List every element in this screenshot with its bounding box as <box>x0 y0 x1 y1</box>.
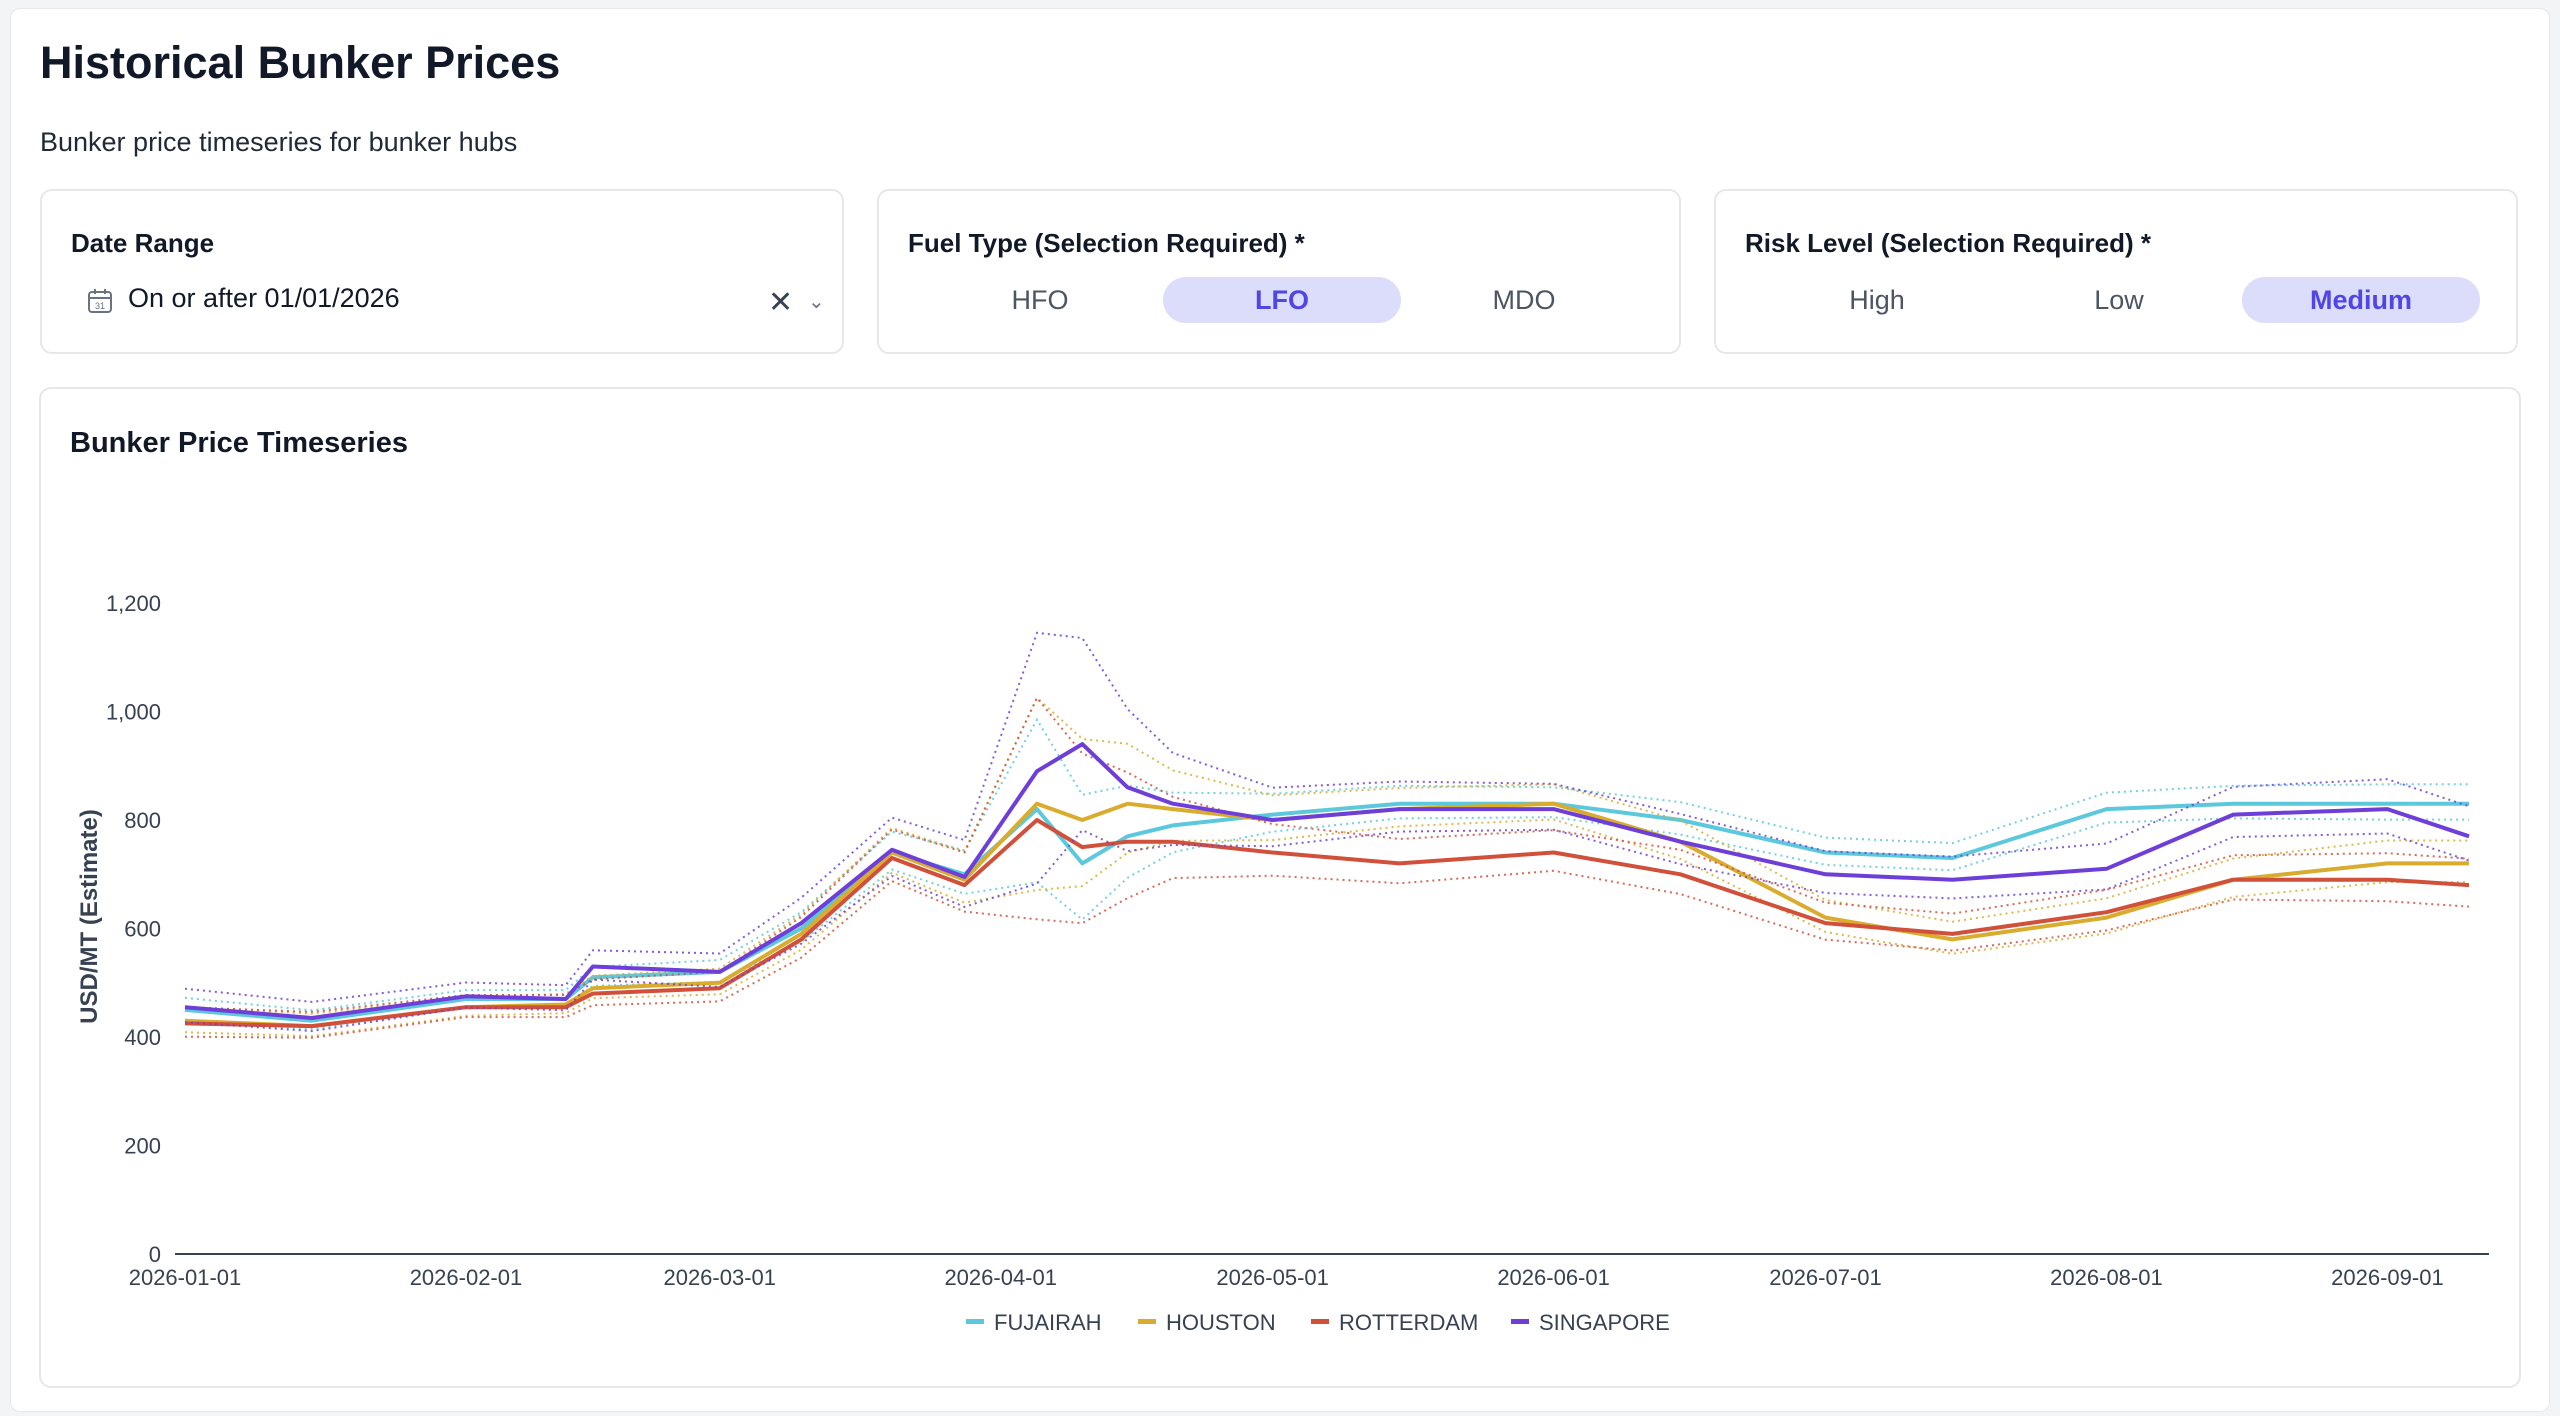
date-range-card: Date Range 31 On or after 01/01/2026 ✕ ⌄ <box>40 189 844 354</box>
series-upper-band-singapore <box>184 631 2470 1003</box>
svg-text:31: 31 <box>95 301 105 311</box>
y-tick-label: 400 <box>124 1025 161 1050</box>
series-lower-band-houston <box>184 818 2469 1038</box>
legend-label-singapore: SINGAPORE <box>1539 1310 1670 1335</box>
page-subtitle: Bunker price timeseries for bunker hubs <box>40 127 518 157</box>
series-line-singapore <box>184 742 2470 1020</box>
x-tick-label: 2026-02-01 <box>410 1265 523 1290</box>
chart-title: Bunker Price Timeseries <box>70 427 408 459</box>
chevron-down-icon[interactable]: ⌄ <box>808 291 825 313</box>
fuel-type-label: Fuel Type (Selection Required) * <box>908 228 1305 258</box>
risk-option-medium[interactable]: Medium <box>2242 277 2480 323</box>
y-tick-label: 1,000 <box>106 700 161 725</box>
x-tick-label: 2026-03-01 <box>663 1265 776 1290</box>
y-tick-label: 600 <box>124 917 161 942</box>
series-lower-band-fujairah <box>184 816 2469 1031</box>
x-tick-label: 2026-04-01 <box>944 1265 1057 1290</box>
fuel-option-mdo[interactable]: MDO <box>1492 285 1556 315</box>
risk-option-high[interactable]: High <box>1849 285 1905 315</box>
page-container: Historical Bunker Prices Bunker price ti… <box>10 8 2550 1412</box>
x-tick-label: 2026-09-01 <box>2331 1265 2444 1290</box>
risk-option-low[interactable]: Low <box>2094 285 2144 315</box>
x-tick-label: 2026-08-01 <box>2050 1265 2163 1290</box>
y-tick-label: 0 <box>149 1242 161 1267</box>
close-icon[interactable]: ✕ <box>768 286 794 319</box>
date-range-value[interactable]: On or after 01/01/2026 <box>128 283 400 313</box>
legend-swatch-houston <box>1138 1319 1156 1324</box>
series-lower-band-rotterdam <box>184 869 2470 1039</box>
calendar-icon: 31 <box>88 289 112 313</box>
series-line-houston <box>184 801 2469 1029</box>
y-tick-label: 200 <box>124 1134 161 1159</box>
legend-label-fujairah: FUJAIRAH <box>994 1310 1102 1335</box>
legend-swatch-fujairah <box>966 1319 984 1324</box>
date-range-label: Date Range <box>71 228 215 258</box>
page-title: Historical Bunker Prices <box>40 37 561 88</box>
legend-swatch-singapore <box>1511 1319 1529 1324</box>
x-tick-label: 2026-07-01 <box>1769 1265 1882 1290</box>
series-upper-band-rotterdam <box>184 696 2470 1013</box>
chart-card: Bunker Price Timeseries 0 200 400 600 800 1,0… <box>39 387 2521 1388</box>
date-range-picker[interactable]: 31 On or after 01/01/2026 ✕ ⌄ <box>86 281 825 325</box>
y-axis-title: USD/MT (Estimate) <box>76 809 103 1024</box>
legend-label-houston: HOUSTON <box>1166 1310 1276 1335</box>
fuel-option-lfo[interactable]: LFO <box>1163 277 1401 323</box>
series-upper-band-houston <box>184 696 2469 1015</box>
x-tick-label: 2026-01-01 <box>129 1265 242 1290</box>
y-tick-label: 800 <box>124 808 161 833</box>
fuel-type-card: Fuel Type (Selection Required) * HFO LFO… <box>877 189 1681 354</box>
series-upper-band-fujairah <box>184 717 2469 1012</box>
bunker-price-chart: 0 200 400 600 800 1,000 1,200 2026-01-01 2026-02… <box>76 591 2489 1335</box>
risk-level-card: Risk Level (Selection Required) * High L… <box>1714 189 2518 354</box>
x-tick-label: 2026-06-01 <box>1497 1265 1610 1290</box>
fuel-option-hfo[interactable]: HFO <box>1011 285 1069 315</box>
legend-label-rotterdam: ROTTERDAM <box>1339 1310 1478 1335</box>
x-tick-label: 2026-05-01 <box>1216 1265 1329 1290</box>
risk-level-label: Risk Level (Selection Required) * <box>1745 228 2152 258</box>
y-tick-label: 1,200 <box>106 591 161 616</box>
legend-swatch-rotterdam <box>1311 1319 1329 1324</box>
series-line-rotterdam <box>184 818 2470 1029</box>
